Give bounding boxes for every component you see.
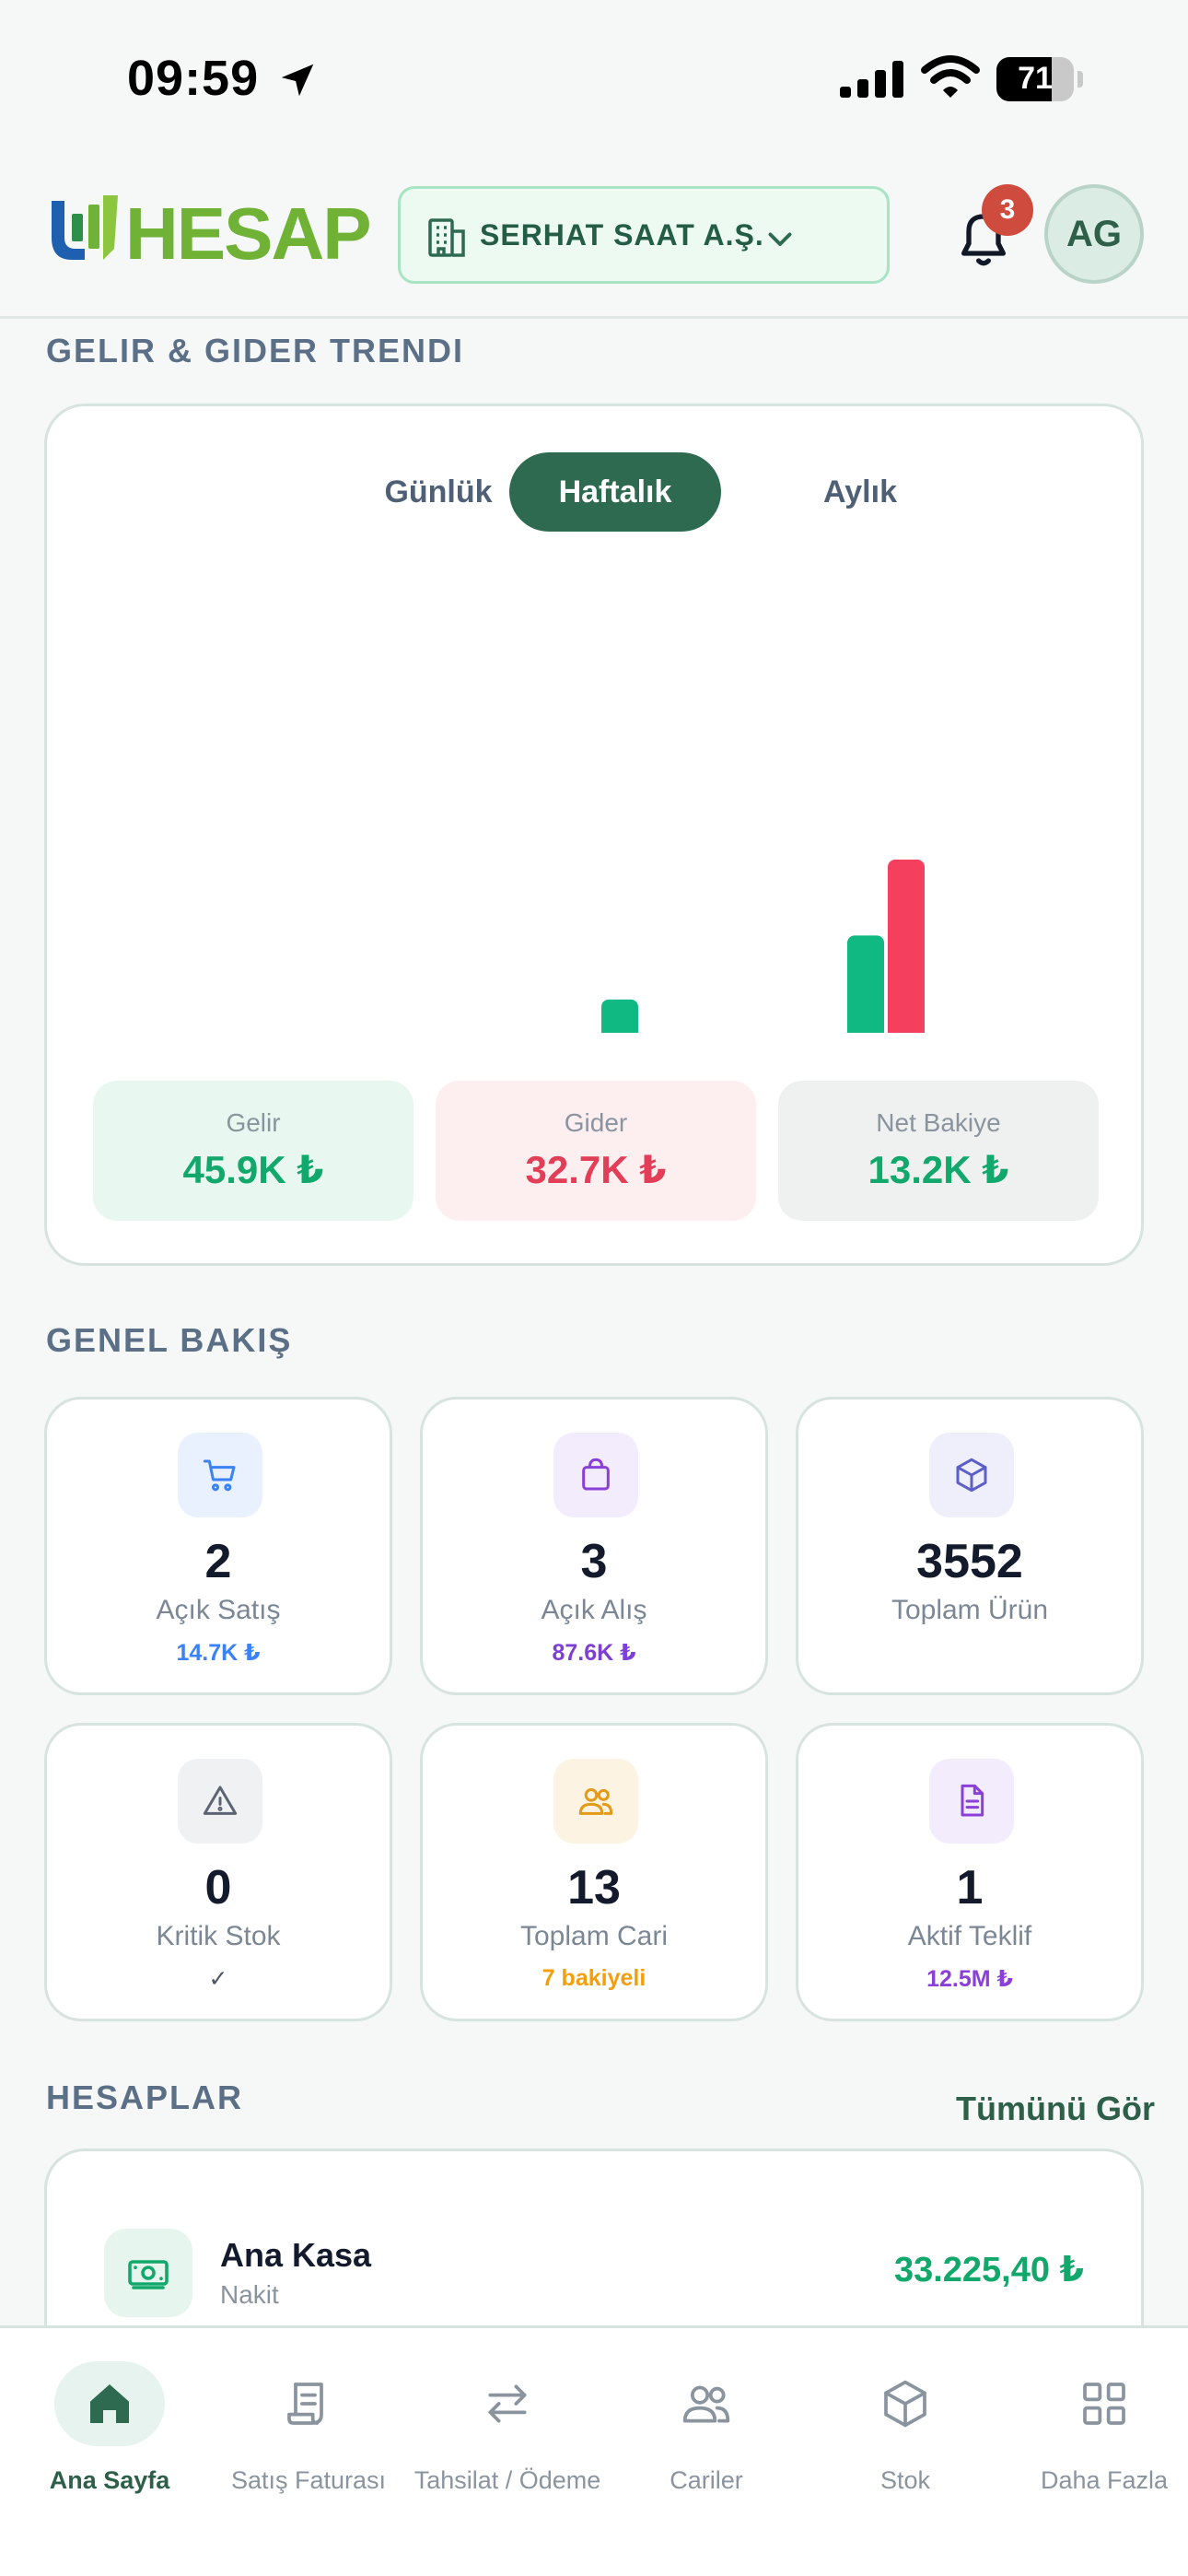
cart-icon (178, 1433, 262, 1517)
stat-income-label: Gelir (226, 1108, 281, 1137)
open-sales-count: 2 (204, 1535, 232, 1588)
critical-stock-status: ✓ (208, 1966, 228, 1992)
wifi-icon (921, 55, 980, 104)
status-bar: 09:59 71 (0, 0, 1188, 157)
transfer-icon (488, 2384, 527, 2423)
logo-text: HESAP (125, 193, 372, 275)
notification-count-badge: 3 (982, 184, 1033, 236)
document-icon (929, 1759, 1014, 1844)
overview-card-active-quotes[interactable]: 1 Aktif Teklif 12.5M ₺ (796, 1723, 1144, 2021)
account-type: Nakit (220, 2280, 279, 2309)
total-accounts-label: Toplam Cari (519, 1921, 669, 1951)
location-arrow-icon (276, 59, 319, 106)
nav-stock-label: Stok (879, 2466, 931, 2494)
bar-expense-h4 (888, 860, 925, 1033)
income-expense-bar-chart: H1H2H3H4 (601, 860, 925, 1033)
stat-expense-value: 32.7K ₺ (525, 1148, 667, 1191)
overview-card-critical-stock[interactable]: 0 Kritik Stok ✓ (44, 1723, 392, 2021)
active-quotes-count: 1 (956, 1861, 984, 1914)
trend-section-title: GELIR & GIDER TRENDI (46, 332, 465, 369)
total-products-count: 3552 (916, 1535, 1023, 1588)
home-icon (90, 2384, 129, 2423)
nav-sales-invoice-label: Satış Faturası (230, 2466, 387, 2494)
tab-monthly[interactable]: Aylık (822, 474, 897, 509)
overview-card-open-purchases[interactable]: 3 Açık Alış 87.6K ₺ (420, 1397, 768, 1695)
stat-income-value: 45.9K ₺ (182, 1148, 324, 1191)
invoice-icon (287, 2383, 323, 2425)
logo-mark-icon (52, 195, 118, 260)
nav-more-label: Daha Fazla (1040, 2466, 1169, 2494)
company-selector[interactable]: SERHAT SAAT A.Ş. (398, 186, 890, 284)
accounts-section-title: HESAPLAR (46, 2078, 244, 2116)
users-icon (682, 2385, 730, 2423)
active-quotes-label: Aktif Teklif (907, 1921, 1032, 1951)
nav-home-label: Ana Sayfa (49, 2466, 170, 2494)
account-balance: 33.225,40 ₺ (893, 2251, 1084, 2289)
box-icon (884, 2380, 926, 2428)
nav-more[interactable]: Daha Fazla (1007, 2361, 1188, 2509)
tab-weekly[interactable]: Haftalık (509, 452, 721, 532)
overview-card-open-sales[interactable]: 2 Açık Satış 14.7K ₺ (44, 1397, 392, 1695)
battery-level: 71 (1018, 61, 1053, 96)
chevron-down-icon (763, 222, 797, 260)
stat-net-balance: Net Bakiye 13.2K ₺ (778, 1081, 1099, 1221)
active-quotes-amount: 12.5M ₺ (926, 1966, 1013, 1992)
status-time: 09:59 (127, 51, 260, 106)
nav-payments[interactable]: Tahsilat / Ödeme (411, 2361, 604, 2509)
grid-icon (1083, 2383, 1125, 2425)
app-header: HESAP SERHAT SAAT A.Ş. 3 AG (0, 157, 1188, 319)
cash-icon (104, 2229, 192, 2317)
cellular-signal-icon (840, 61, 906, 102)
open-sales-amount: 14.7K ₺ (176, 1640, 261, 1666)
company-name: SERHAT SAAT A.Ş. (480, 218, 764, 252)
stat-expense: Gider 32.7K ₺ (436, 1081, 756, 1221)
app-logo: HESAP (48, 190, 372, 275)
critical-stock-count: 0 (204, 1861, 232, 1914)
stat-expense-label: Gider (564, 1108, 628, 1137)
building-icon (426, 215, 467, 263)
overview-card-total-accounts[interactable]: 13 Toplam Cari 7 bakiyeli (420, 1723, 768, 2021)
account-name: Ana Kasa (220, 2236, 372, 2274)
nav-home[interactable]: Ana Sayfa (13, 2361, 206, 2509)
warning-icon (178, 1759, 262, 1844)
tab-daily[interactable]: Günlük (384, 474, 493, 509)
stat-net-value: 13.2K ₺ (868, 1148, 1009, 1191)
nav-accounts-label: Cariler (670, 2466, 743, 2494)
total-accounts-with-balance: 7 bakiyeli (542, 1965, 646, 1991)
nav-stock[interactable]: Stok (809, 2361, 1002, 2509)
battery-icon: 71 (996, 57, 1083, 101)
user-avatar[interactable]: AG (1044, 184, 1144, 284)
overview-card-total-products[interactable]: 3552 Toplam Ürün (796, 1397, 1144, 1695)
total-products-label: Toplam Ürün (891, 1595, 1049, 1625)
nav-payments-label: Tahsilat / Ödeme (413, 2466, 601, 2494)
users-icon (553, 1759, 638, 1844)
trend-chart-card: Günlük Haftalık Aylık H1H2H3H4 Gelir 45.… (44, 404, 1144, 1266)
open-purchases-label: Açık Alış (541, 1595, 647, 1625)
critical-stock-label: Kritik Stok (156, 1921, 281, 1951)
total-accounts-count: 13 (567, 1861, 621, 1914)
nav-sales-invoice[interactable]: Satış Faturası (212, 2361, 405, 2509)
bag-icon (553, 1433, 638, 1517)
open-sales-label: Açık Satış (156, 1595, 281, 1625)
bottom-navigation: Ana Sayfa Satış Faturası Tahsilat / Ödem… (0, 2325, 1188, 2576)
overview-section-title: GENEL BAKIŞ (46, 1321, 293, 1359)
see-all-accounts-link[interactable]: Tümünü Gör (956, 2090, 1155, 2127)
open-purchases-count: 3 (580, 1535, 608, 1588)
bar-income-h4 (847, 935, 884, 1033)
stat-income: Gelir 45.9K ₺ (93, 1081, 413, 1221)
open-purchases-amount: 87.6K ₺ (552, 1640, 636, 1666)
bar-income-h3 (601, 999, 638, 1033)
stat-net-label: Net Bakiye (876, 1108, 1001, 1137)
nav-accounts[interactable]: Cariler (610, 2361, 803, 2509)
box-icon (929, 1433, 1014, 1517)
